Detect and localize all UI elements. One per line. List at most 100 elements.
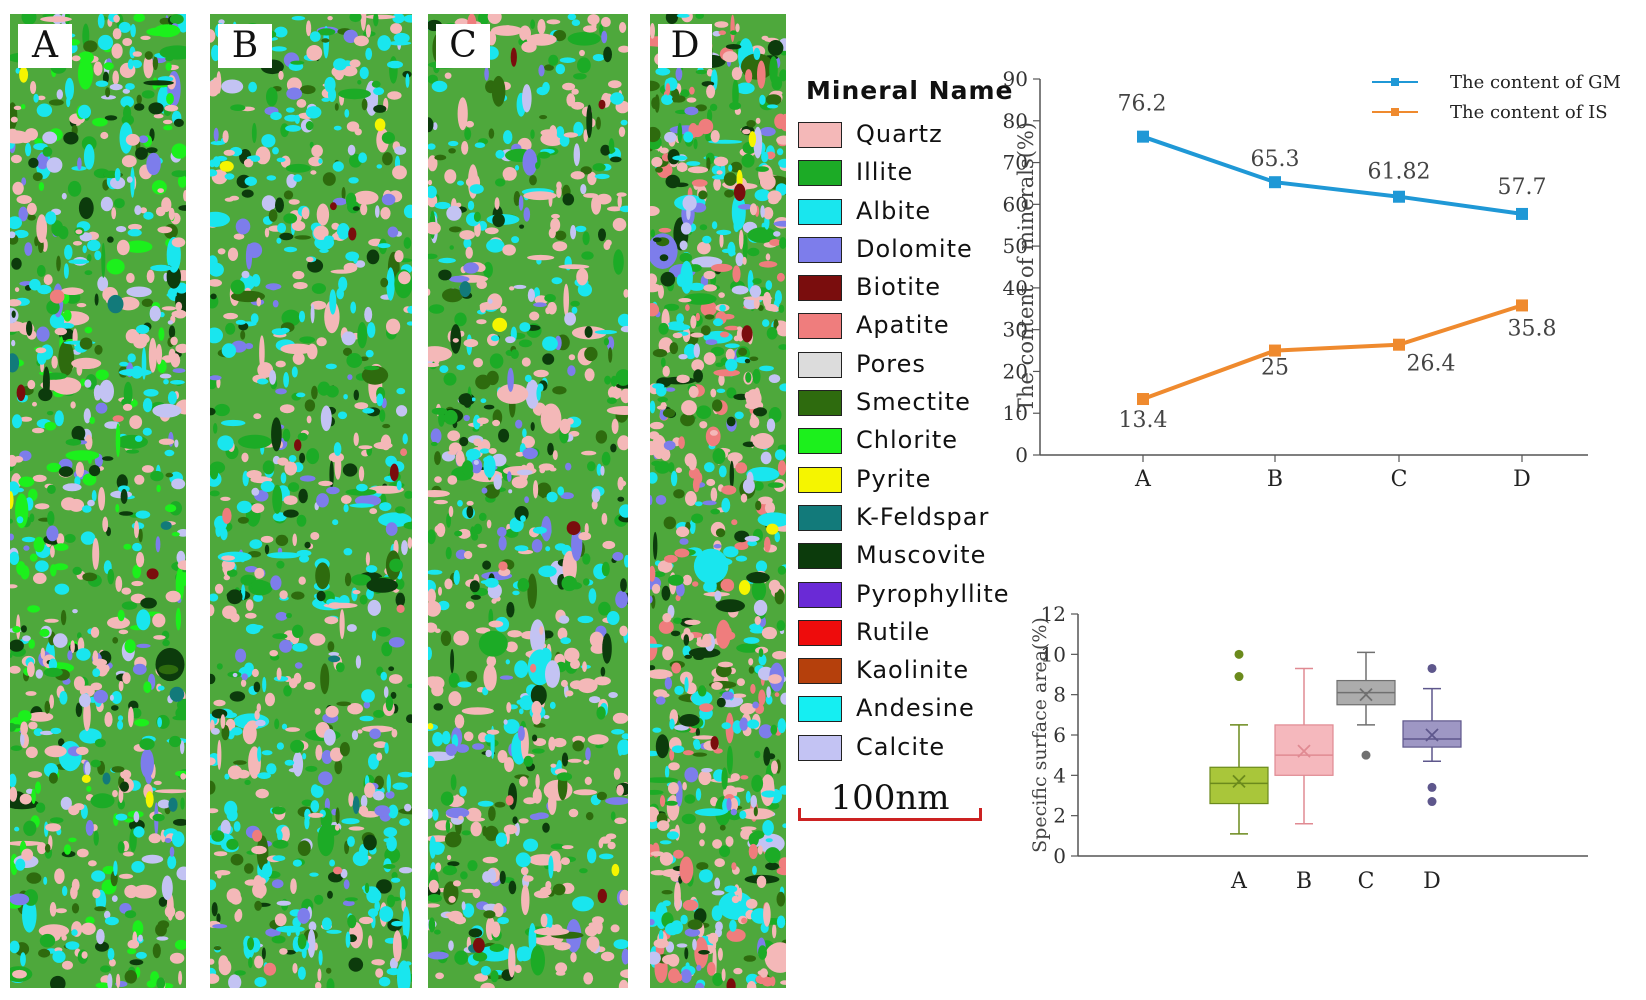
- mineral-grain: [579, 868, 588, 874]
- mineral-map-panel-c: C: [428, 14, 628, 988]
- mineral-grain: [118, 629, 129, 635]
- mineral-grain: [321, 97, 330, 102]
- mineral-grain: [770, 724, 778, 735]
- mineral-grain: [133, 14, 145, 23]
- mineral-grain: [763, 207, 774, 220]
- mineral-grain: [342, 900, 355, 907]
- mineral-grain: [434, 154, 447, 161]
- mineral-grain: [310, 300, 327, 310]
- mineral-grain: [153, 24, 181, 38]
- mineral-grain: [292, 859, 302, 867]
- mineral-grain: [676, 313, 684, 324]
- mineral-grain: [36, 153, 49, 170]
- mineral-grain: [621, 733, 628, 740]
- mineral-grain: [731, 862, 737, 871]
- mineral-grain: [541, 516, 552, 542]
- mineral-grain: [776, 891, 786, 907]
- mineral-grain: [755, 500, 762, 511]
- mineral-grain: [124, 639, 136, 654]
- mineral-grain: [681, 400, 697, 416]
- mineral-grain: [383, 686, 389, 698]
- mineral-grain: [262, 460, 275, 475]
- mineral-grain: [700, 325, 711, 336]
- mineral-grain: [42, 366, 50, 399]
- mineral-grain: [431, 80, 448, 93]
- mineral-grain: [655, 696, 666, 705]
- mineral-grain: [543, 630, 554, 639]
- mineral-grain: [400, 935, 408, 950]
- mineral-grain: [553, 942, 571, 951]
- mineral-grain: [678, 436, 685, 449]
- mineral-grain: [560, 679, 568, 688]
- mineral-grain: [437, 843, 445, 852]
- mineral-grain: [214, 870, 231, 876]
- mineral-grain: [175, 910, 185, 921]
- mineral-grain: [99, 379, 114, 403]
- mineral-grain: [742, 129, 751, 135]
- mineral-grain: [606, 611, 620, 625]
- mineral-grain: [662, 408, 676, 418]
- mineral-grain: [65, 77, 74, 101]
- mineral-grain: [138, 528, 143, 543]
- data-point: [1269, 344, 1281, 357]
- mineral-grain: [715, 528, 726, 538]
- mineral-grain: [697, 685, 707, 697]
- legend-swatch: [798, 696, 842, 723]
- mineral-grain: [428, 74, 438, 84]
- mineral-grain: [753, 387, 761, 403]
- mineral-grain: [662, 365, 670, 377]
- mineral-grain: [217, 248, 226, 255]
- x-tick-label: D: [1423, 869, 1441, 894]
- mineral-grain: [349, 14, 362, 23]
- mineral-grain: [290, 60, 305, 65]
- mineral-grain: [487, 868, 497, 883]
- mineral-grain: [371, 959, 385, 966]
- mineral-grain: [10, 130, 30, 144]
- mineral-grain: [572, 896, 594, 912]
- mineral-grain: [432, 732, 444, 747]
- mineral-grain: [230, 279, 245, 295]
- mineral-grain: [508, 489, 513, 494]
- box-outlier: [1427, 663, 1437, 673]
- mineral-grain: [530, 684, 547, 706]
- mineral-grain: [136, 552, 145, 568]
- mineral-grain: [402, 906, 410, 941]
- mineral-grain: [691, 179, 708, 187]
- mineral-grain: [102, 71, 109, 84]
- mineral-grain: [71, 929, 78, 936]
- mineral-grain: [428, 143, 436, 150]
- mineral-grain: [95, 941, 109, 952]
- mineral-grain: [761, 976, 774, 987]
- mineral-grain: [367, 908, 379, 918]
- mineral-grain: [763, 746, 771, 766]
- legend-item-label: Illite: [856, 158, 914, 187]
- mineral-grain: [546, 491, 558, 503]
- mineral-grain: [35, 347, 47, 354]
- mineral-grain: [512, 590, 520, 596]
- legend-item-label: Albite: [856, 196, 932, 225]
- mineral-grain: [136, 333, 150, 345]
- mineral-grain: [650, 400, 656, 414]
- mineral-grain: [650, 229, 655, 238]
- mineral-grain: [75, 702, 83, 717]
- mineral-grain: [502, 244, 516, 256]
- mineral-grain: [529, 311, 540, 321]
- mineral-grain: [119, 781, 129, 792]
- mineral-grain: [759, 365, 774, 372]
- mineral-grain: [493, 474, 502, 490]
- mineral-grain: [428, 879, 439, 893]
- mineral-grain: [365, 14, 396, 20]
- mineral-grain: [127, 353, 136, 363]
- mineral-grain: [122, 672, 131, 684]
- legend-item: Rutile: [798, 614, 1038, 652]
- mineral-grain: [596, 463, 602, 476]
- mineral-grain: [518, 818, 529, 824]
- mineral-grain: [78, 104, 91, 119]
- mineral-grain: [345, 192, 357, 208]
- mineral-grain: [428, 894, 442, 903]
- mineral-grain: [253, 413, 262, 420]
- mineral-grain: [567, 365, 576, 377]
- mineral-grain: [719, 824, 726, 831]
- mineral-grain: [522, 148, 538, 176]
- mineral-grain: [518, 195, 524, 211]
